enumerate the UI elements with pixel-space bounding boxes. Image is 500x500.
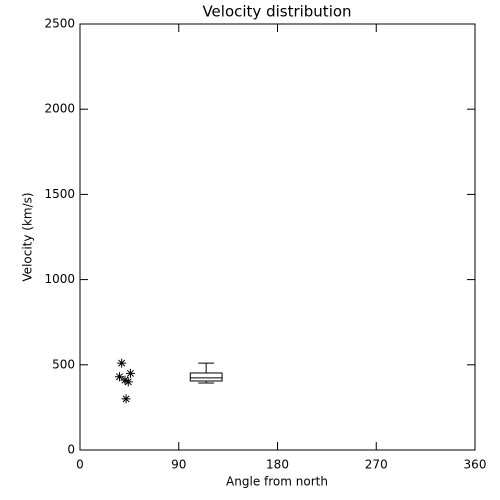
data-point bbox=[121, 394, 131, 404]
y-tick-label: 2500 bbox=[44, 17, 75, 31]
data-point bbox=[120, 375, 130, 385]
x-tick-label: 180 bbox=[266, 458, 289, 472]
y-tick-label: 500 bbox=[52, 357, 75, 371]
x-tick-label: 270 bbox=[365, 458, 388, 472]
chart-title: Velocity distribution bbox=[202, 3, 351, 21]
plot-frame bbox=[79, 23, 476, 451]
data-point bbox=[117, 358, 127, 368]
x-tick-label: 90 bbox=[171, 458, 186, 472]
y-tick-label: 1000 bbox=[44, 272, 75, 286]
y-tick-label: 0 bbox=[67, 443, 75, 457]
y-axis-title: Velocity (km/s) bbox=[21, 192, 35, 281]
data-point bbox=[125, 368, 135, 378]
y-tick-label: 2000 bbox=[44, 102, 75, 116]
x-tick-label: 0 bbox=[76, 458, 84, 472]
box bbox=[189, 372, 223, 382]
data-point bbox=[115, 372, 124, 382]
x-tick-label: 360 bbox=[464, 458, 487, 472]
y-tick-label: 1500 bbox=[44, 187, 75, 201]
data-point bbox=[123, 377, 133, 387]
x-axis-title: Angle from north bbox=[226, 475, 328, 489]
